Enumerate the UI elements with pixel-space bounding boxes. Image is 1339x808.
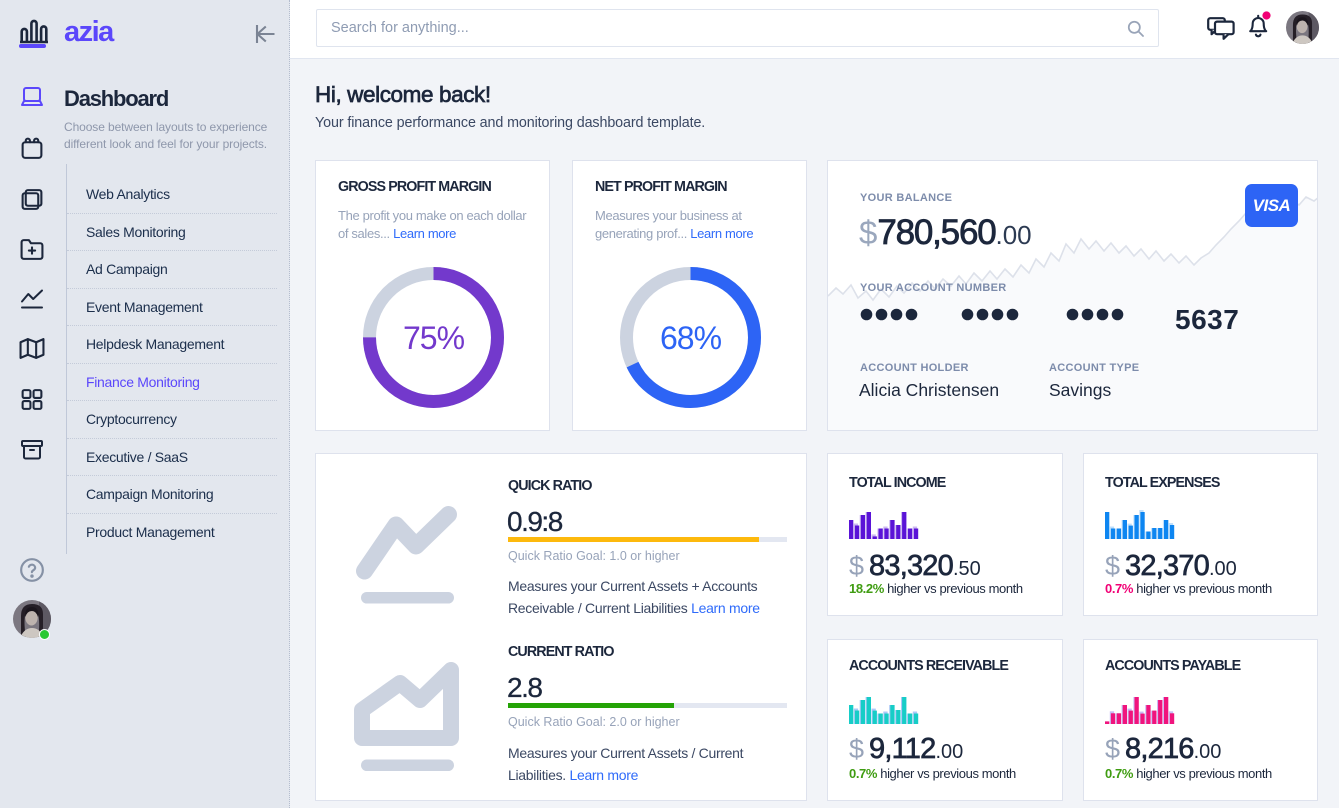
- svg-text:68%: 68%: [660, 320, 722, 356]
- svg-text:75%: 75%: [403, 320, 465, 356]
